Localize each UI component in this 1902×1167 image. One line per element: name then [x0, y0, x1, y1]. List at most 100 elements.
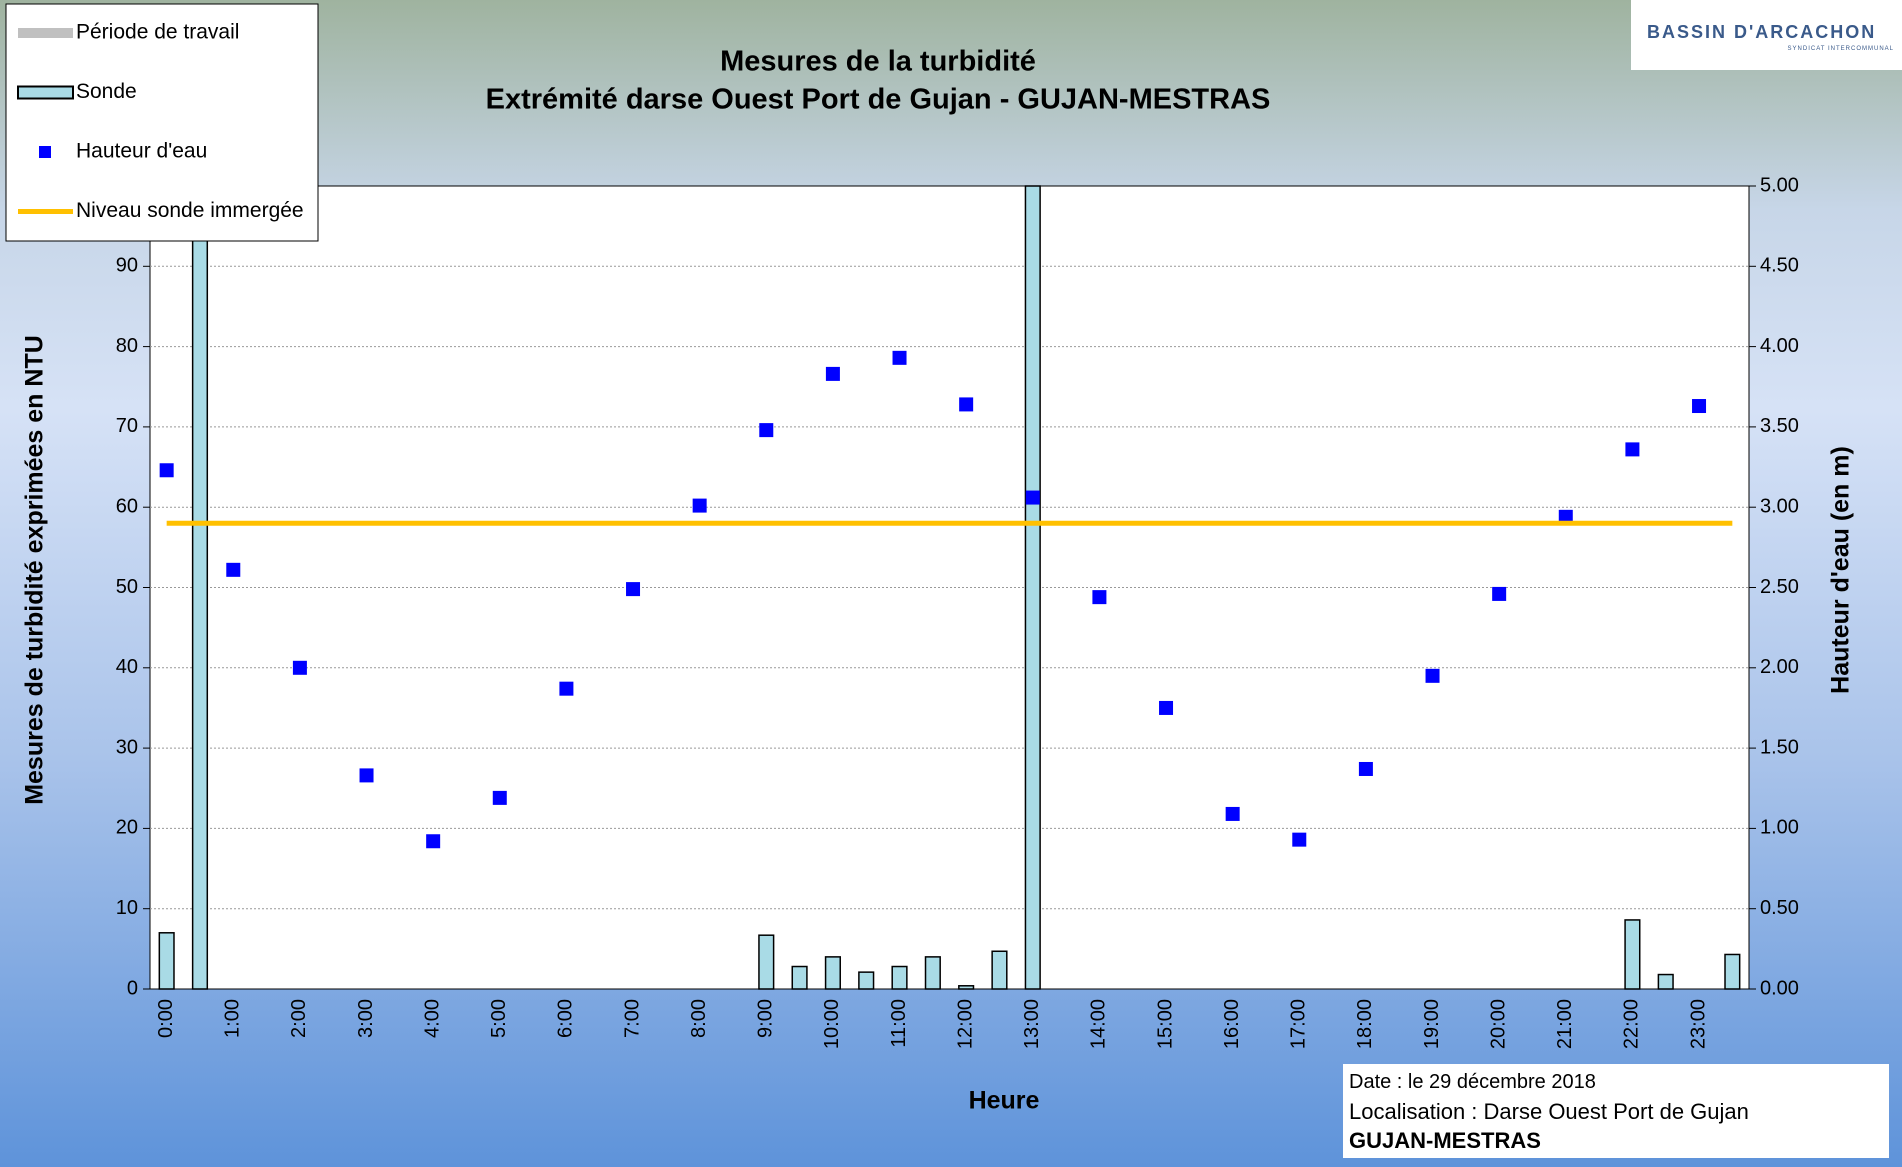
y-tick-label: 10 [116, 897, 138, 919]
x-tick-label: 23:00 [1687, 999, 1709, 1049]
bar [958, 985, 975, 990]
x-tick-label: 2:00 [288, 999, 310, 1038]
plot-marks [158, 185, 1741, 990]
x-tick-label: 22:00 [1621, 999, 1643, 1049]
y-tick-label: 30 [116, 736, 138, 758]
y2-tick-label: 0.00 [1760, 977, 1799, 999]
x-tick-label: 10:00 [821, 999, 843, 1049]
chart-subtitle: Extrémité darse Ouest Port de Gujan - GU… [486, 84, 1271, 116]
legend-label: Hauteur d'eau [76, 140, 207, 163]
x-tick-label: 8:00 [688, 999, 710, 1038]
bar [191, 185, 209, 990]
legend-swatch [39, 146, 51, 158]
x-tick-label: 1:00 [222, 999, 244, 1038]
point [1025, 490, 1040, 505]
logo-name: BASSIN D'ARCACHON [1647, 22, 1877, 42]
bar [924, 956, 941, 990]
x-tick-label: 4:00 [421, 999, 443, 1038]
info-box: Date : le 29 décembre 2018 Localisation … [1343, 1064, 1889, 1158]
info-date: Date : le 29 décembre 2018 [1349, 1071, 1596, 1093]
point [692, 498, 707, 513]
x-tick-label: 6:00 [555, 999, 577, 1038]
y2-tick-label: 4.50 [1760, 255, 1799, 277]
point [1625, 442, 1640, 457]
point [1159, 700, 1174, 715]
x-tick-label: 21:00 [1554, 999, 1576, 1049]
x-tick-label: 12:00 [954, 999, 976, 1049]
legend-swatch [18, 28, 73, 38]
x-tick-label: 18:00 [1354, 999, 1376, 1049]
bar [158, 932, 175, 990]
y-axis-label: Mesures de turbidité exprimées en NTU [21, 335, 49, 805]
point [226, 562, 241, 577]
x-tick-label: 3:00 [355, 999, 377, 1038]
bar [791, 965, 808, 990]
x-tick-label: 16:00 [1221, 999, 1243, 1049]
point [759, 423, 774, 438]
x-tick-label: 13:00 [1021, 999, 1043, 1049]
bar [1624, 919, 1641, 990]
point [359, 768, 374, 783]
point [1492, 586, 1507, 601]
grid [150, 265, 1749, 910]
y2-tick-label: 2.50 [1760, 576, 1799, 598]
x-tick-label: 5:00 [488, 999, 510, 1038]
point [1092, 590, 1107, 605]
point [292, 660, 307, 675]
y2-tick-label: 4.00 [1760, 335, 1799, 357]
y-tick-label: 40 [116, 656, 138, 678]
point [1692, 399, 1707, 414]
info-location: Localisation : Darse Ouest Port de Gujan [1349, 1099, 1749, 1124]
bar [758, 934, 775, 990]
point [559, 681, 574, 696]
point [959, 397, 974, 412]
legend-label: Période de travail [76, 21, 239, 44]
x-tick-label: 15:00 [1154, 999, 1176, 1049]
y-tick-label: 60 [116, 495, 138, 517]
legend-label: Niveau sonde immergée [76, 199, 304, 222]
x-tick-label: 20:00 [1487, 999, 1509, 1049]
legend-box [5, 3, 319, 242]
logo: BASSIN D'ARCACHON SYNDICAT INTERCOMMUNAL [1631, 0, 1902, 70]
x-axis-label: Heure [969, 1087, 1040, 1115]
point [892, 350, 907, 365]
x-tick-label: 11:00 [888, 999, 910, 1048]
x-tick-label: 19:00 [1421, 999, 1443, 1049]
bar [1724, 953, 1741, 990]
bar [858, 971, 875, 990]
point [159, 463, 174, 478]
bar [1657, 973, 1674, 990]
bar [824, 956, 841, 990]
y-tick-label: 70 [116, 415, 138, 437]
x-tick-label: 7:00 [621, 999, 643, 1038]
y-tick-label: 20 [116, 817, 138, 839]
plot-area [149, 185, 1750, 990]
point [1292, 832, 1307, 847]
y2-tick-label: 0.50 [1760, 897, 1799, 919]
legend-label: Sonde [76, 80, 137, 103]
point [492, 790, 507, 805]
y-tick-label: 50 [116, 576, 138, 598]
x-tick-label: 9:00 [755, 999, 777, 1038]
y-tick-label: 80 [116, 335, 138, 357]
bar [1024, 185, 1041, 990]
y2-tick-label: 1.00 [1760, 817, 1799, 839]
point [1425, 668, 1440, 683]
y2-tick-label: 5.00 [1760, 174, 1799, 196]
point [1358, 761, 1373, 776]
bar [991, 950, 1008, 990]
bar [891, 965, 908, 990]
y2-tick-label: 3.00 [1760, 495, 1799, 517]
legend-swatch [17, 85, 74, 100]
point [626, 582, 641, 597]
y-tick-label: 0 [127, 977, 138, 999]
x-tick-label: 0:00 [155, 999, 177, 1038]
x-tick-label: 17:00 [1288, 999, 1310, 1049]
y2-axis-label: Hauteur d'eau (en m) [1827, 446, 1855, 694]
y2-tick-label: 1.50 [1760, 736, 1799, 758]
x-tick-label: 14:00 [1088, 999, 1110, 1049]
info-town: GUJAN-MESTRAS [1349, 1128, 1541, 1153]
logo-tagline: SYNDICAT INTERCOMMUNAL [1787, 46, 1894, 52]
